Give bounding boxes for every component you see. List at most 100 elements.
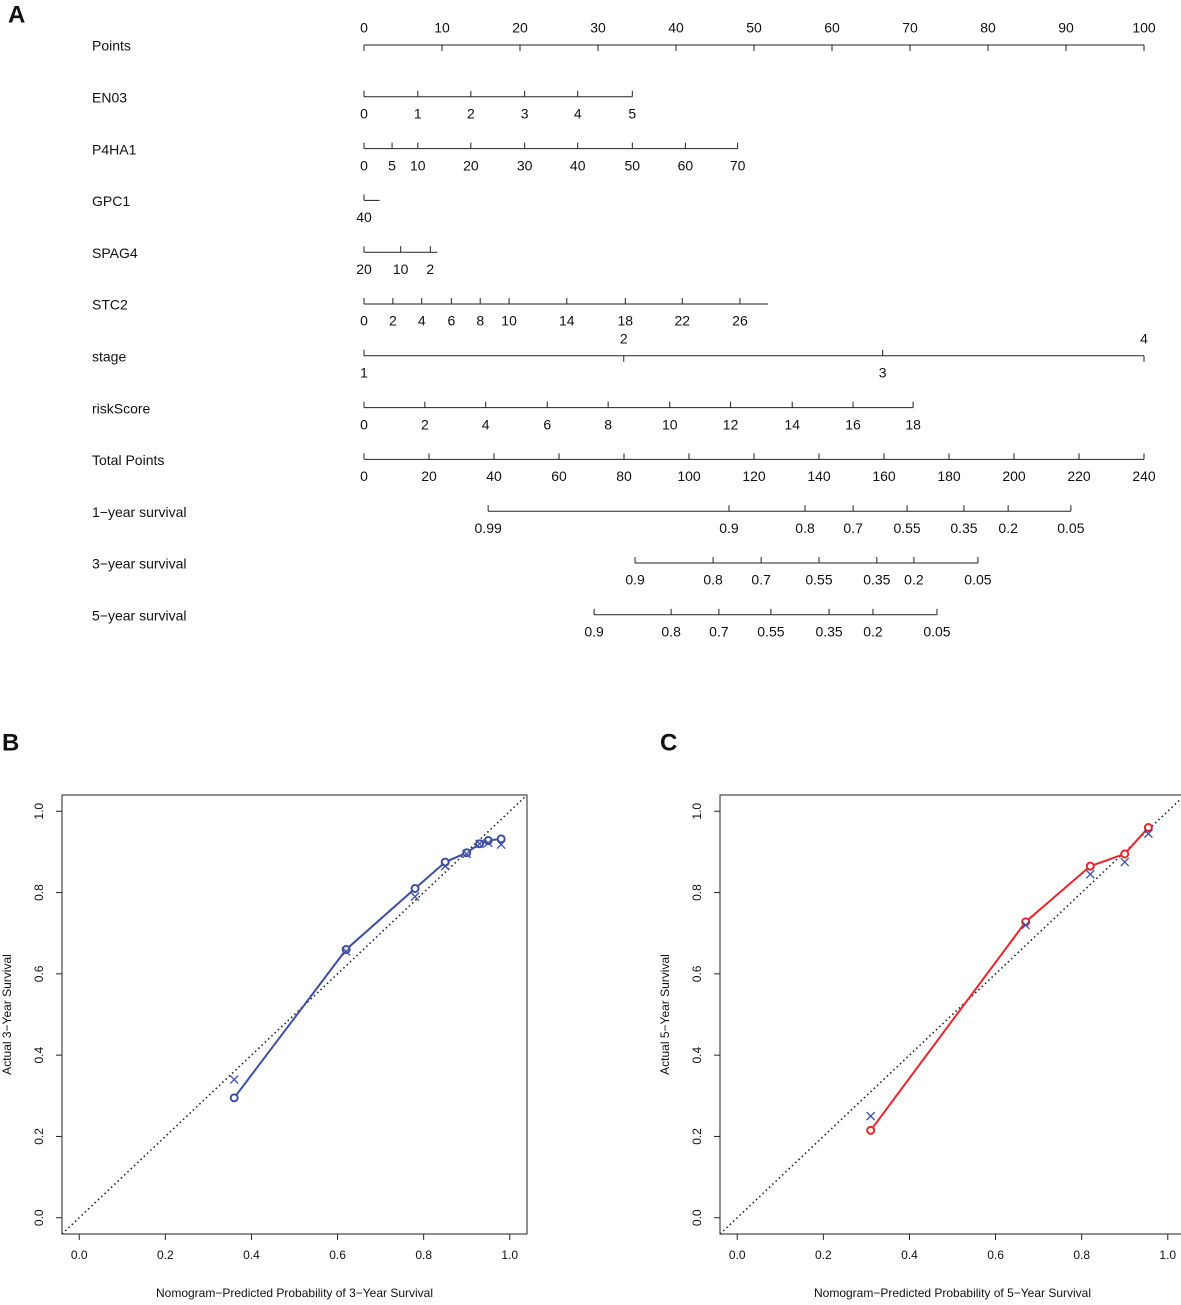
y-axis-label: Actual 5−Year Survival: [658, 954, 672, 1075]
observed-point: [1120, 849, 1130, 859]
tick-label: 50: [746, 20, 762, 36]
tick-label: 2: [620, 331, 628, 347]
tick-label: 18: [618, 313, 634, 329]
corrected-point: [341, 947, 351, 956]
x-tick-label: 0.0: [729, 1248, 746, 1262]
x-tick-label: 0.0: [71, 1248, 88, 1262]
tick-label: 0.35: [815, 624, 842, 640]
tick-label: 22: [674, 313, 690, 329]
x-tick-label: 0.8: [415, 1248, 432, 1262]
row-label: Points: [92, 38, 131, 54]
tick-label: 0: [360, 416, 368, 432]
tick-label: 0.05: [923, 624, 950, 640]
ideal-line: [719, 797, 1181, 1235]
row-label: 1−year survival: [92, 504, 187, 520]
tick-label: 0.05: [964, 572, 991, 588]
tick-label: 0.55: [805, 572, 832, 588]
tick-label: 20: [356, 261, 372, 277]
tick-label: 1: [360, 365, 368, 381]
tick-label: 3: [521, 106, 529, 122]
row-label: EN03: [92, 90, 127, 106]
observed-point: [229, 1093, 239, 1103]
y-tick-label: 1.0: [32, 803, 46, 820]
tick-label: 10: [501, 313, 517, 329]
x-tick-label: 0.4: [901, 1248, 918, 1262]
calibration-line: [869, 826, 1150, 1131]
x-axis-label: Nomogram−Predicted Probability of 3−Year…: [156, 1286, 433, 1300]
tick-label: 6: [543, 416, 551, 432]
tick-label: 2: [467, 106, 475, 122]
tick-label: 0.8: [661, 624, 681, 640]
y-axis-label: Actual 3−Year Survival: [0, 954, 14, 1075]
corrected-point: [1085, 869, 1095, 879]
panel-label: B: [2, 729, 19, 756]
y-tick-label: 0.8: [32, 884, 46, 901]
row-label: Total Points: [92, 452, 164, 468]
tick-label: 10: [393, 261, 409, 277]
row-label: GPC1: [92, 193, 130, 209]
tick-label: 10: [662, 416, 678, 432]
tick-label: 18: [905, 416, 921, 432]
tick-label: 2: [421, 416, 429, 432]
tick-label: 0.2: [863, 624, 883, 640]
tick-label: 8: [604, 416, 612, 432]
tick-label: 40: [356, 209, 372, 225]
tick-label: 140: [807, 468, 831, 484]
tick-label: 8: [476, 313, 484, 329]
panel-label: A: [8, 1, 25, 28]
tick-label: 2: [426, 261, 434, 277]
y-tick-label: 0.0: [690, 1209, 704, 1226]
observed-point: [1085, 861, 1095, 871]
tick-label: 10: [434, 20, 450, 36]
row-label: STC2: [92, 297, 128, 313]
tick-label: 50: [625, 157, 641, 173]
tick-label: 0.35: [950, 520, 977, 536]
corrected-point: [866, 1111, 876, 1121]
x-tick-label: 0.2: [157, 1248, 174, 1262]
x-tick-label: 1.0: [501, 1248, 518, 1262]
tick-label: 26: [732, 313, 748, 329]
tick-label: 0.35: [863, 572, 890, 588]
corrected-point: [1143, 829, 1153, 839]
y-tick-label: 0.4: [32, 1046, 46, 1063]
tick-label: 0.7: [751, 572, 771, 588]
tick-label: 0.7: [843, 520, 863, 536]
tick-label: 10: [410, 157, 426, 173]
x-tick-label: 0.6: [987, 1248, 1004, 1262]
x-axis-label: Nomogram−Predicted Probability of 5−Year…: [814, 1286, 1091, 1300]
tick-label: 0.9: [625, 572, 645, 588]
y-tick-label: 0.0: [32, 1209, 46, 1226]
panel-label: C: [660, 729, 677, 756]
tick-label: 100: [677, 468, 701, 484]
tick-label: 16: [845, 416, 861, 432]
tick-label: 0: [360, 313, 368, 329]
tick-label: 180: [937, 468, 961, 484]
tick-label: 0.55: [893, 520, 920, 536]
tick-label: 80: [980, 20, 996, 36]
tick-label: 90: [1058, 20, 1074, 36]
tick-label: 0.55: [757, 624, 784, 640]
corrected-point: [440, 861, 450, 871]
tick-label: 0: [360, 20, 368, 36]
tick-label: 0: [360, 468, 368, 484]
tick-label: 220: [1067, 468, 1091, 484]
tick-label: 0: [360, 157, 368, 173]
tick-label: 40: [486, 468, 502, 484]
row-label: SPAG4: [92, 245, 138, 261]
tick-label: 0.2: [904, 572, 924, 588]
tick-label: 20: [512, 20, 528, 36]
tick-label: 160: [872, 468, 896, 484]
corrected-point: [483, 838, 493, 848]
tick-label: 14: [559, 313, 575, 329]
observed-point: [1143, 823, 1153, 833]
observed-point: [341, 944, 351, 954]
row-label: 5−year survival: [92, 608, 187, 624]
corrected-point: [475, 839, 485, 849]
corrected-point: [1120, 857, 1130, 867]
y-tick-label: 0.4: [690, 1046, 704, 1063]
corrected-point: [229, 1075, 239, 1084]
tick-label: 0.99: [475, 520, 502, 536]
x-tick-label: 0.2: [815, 1248, 832, 1262]
tick-label: 40: [668, 20, 684, 36]
tick-label: 80: [616, 468, 632, 484]
